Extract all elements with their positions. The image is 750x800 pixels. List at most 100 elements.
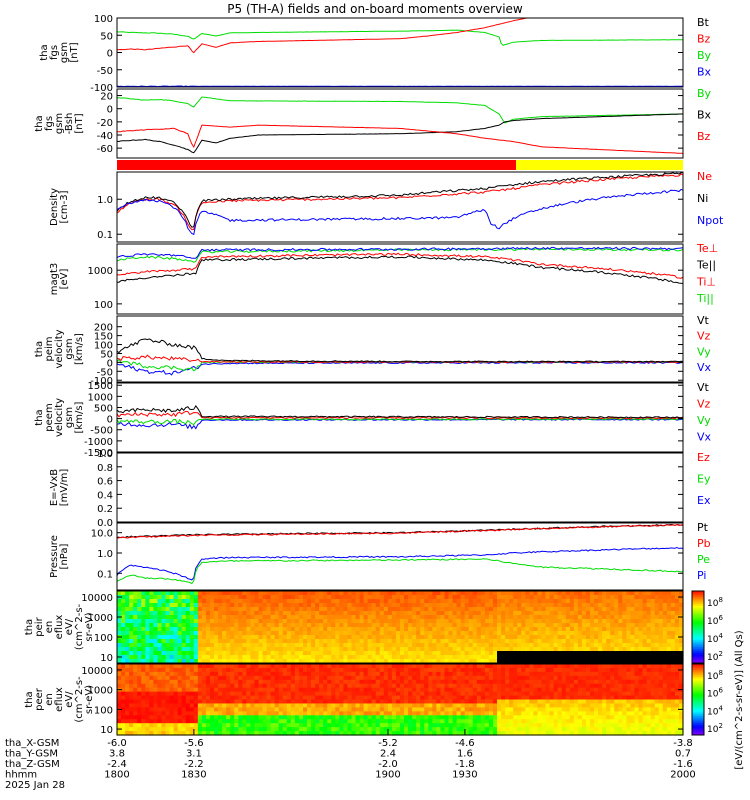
spectrogram-cell [383,603,389,608]
spectrogram-cell [541,631,547,636]
spectrogram-cell [484,619,490,624]
spectrogram-cell [509,711,514,716]
spectrogram-cell [557,723,563,728]
spectrogram-cell [347,635,353,640]
spectrogram-cell [537,723,543,728]
y-axis-label: velocity [54,329,65,368]
spectrogram-cell [193,639,199,644]
spectrogram-cell [634,627,640,632]
y-tick-label: 0 [107,105,113,116]
spectrogram-cell [351,635,357,640]
series-line-Bz [117,124,683,154]
spectrogram-cell [424,679,429,685]
spectrogram-cell [282,611,288,616]
spectrogram-cell [298,599,304,604]
spectrogram-cell [509,723,514,728]
spectrogram-cell [238,591,243,596]
spectrogram-cell [294,731,300,736]
spectrogram-cell [670,591,676,596]
spectrogram-cell [432,731,437,736]
spectrogram-cell [121,711,126,716]
spectrogram-cell [218,671,223,677]
spectrogram-cell [488,679,494,685]
spectrogram-cell [294,611,300,616]
spectrogram-cell [626,627,632,632]
spectrogram-cell [432,615,437,620]
spectrogram-cell [662,639,668,644]
spectrogram-cell [343,675,349,681]
spectrogram-cell [594,591,599,596]
spectrogram-cell [590,599,595,604]
spectrogram-cell [177,631,183,636]
spectrogram-cell [266,611,272,616]
spectrogram-cell [670,595,676,600]
spectrogram-cell [618,651,623,656]
spectrogram-cell [351,687,357,693]
spectrogram-cell [205,683,211,689]
spectrogram-cell [472,675,478,681]
spectrogram-cell [408,643,413,648]
spectrogram-cell [456,651,462,656]
spectrogram-cell [460,691,466,697]
spectrogram-cell [121,723,126,728]
spectrogram-cell [270,615,276,620]
colorbar-band [692,652,704,655]
spectrogram-cell [395,643,401,648]
spectrogram-cell [339,659,344,664]
spectrogram-cell [201,679,207,685]
spectrogram-cell [602,607,607,612]
spectrogram-cell [432,667,437,673]
spectrogram-cell [598,723,603,728]
spectrogram-cell [460,723,466,728]
spectrogram-cell [169,664,175,669]
spectrogram-cell [577,635,583,640]
spectrogram-cell [137,651,142,656]
spectrogram-cell [412,667,417,673]
spectrogram-cell [468,703,474,708]
spectrogram-cell [266,603,272,608]
spectrogram-cell [432,611,437,616]
spectrogram-cell [274,664,280,669]
spectrogram-cell [339,679,344,685]
spectrogram-cell [323,719,328,724]
colorbar-band [692,627,704,630]
spectrogram-cell [226,691,231,697]
spectrogram-cell [537,607,543,612]
spectrogram-cell [367,683,373,689]
spectrogram-cell [177,603,183,608]
spectrogram-cell [537,615,543,620]
spectrogram-cell [626,655,632,660]
spectrogram-cell [618,619,623,624]
spectrogram-cell [250,675,256,681]
spectrogram-cell [226,731,231,736]
y-tick-label: 50 [100,349,113,360]
spectrogram-cell [525,667,530,673]
spectrogram-cell [412,623,417,628]
spectrogram-cell [250,659,256,664]
spectrogram-cell [311,667,316,673]
spectrogram-cell [209,607,215,612]
spectrogram-cell [509,655,514,660]
spectrogram-cell [319,655,324,660]
spectrogram-cell [468,707,474,712]
spectrogram-cell [145,647,150,652]
spectrogram-cell [189,599,195,604]
spectrogram-cell [371,615,377,620]
spectrogram-cell [193,671,199,677]
spectrogram-cell [177,687,183,693]
spectrogram-cell [476,723,482,728]
spectrogram-cell [218,691,223,697]
spectrogram-cell [262,667,268,673]
spectrogram-cell [529,611,535,616]
spectrogram-cell [460,647,466,652]
spectrogram-cell [480,723,486,728]
spectrogram-cell [460,615,466,620]
spectrogram-cell [553,623,559,628]
spectrogram-cell [129,723,134,728]
spectrogram-cell [533,675,539,681]
spectrogram-cell [189,611,195,616]
spectrogram-cell [177,655,183,660]
spectrogram-cell [391,615,397,620]
spectrogram-cell [201,651,207,656]
spectrogram-cell [286,667,292,673]
